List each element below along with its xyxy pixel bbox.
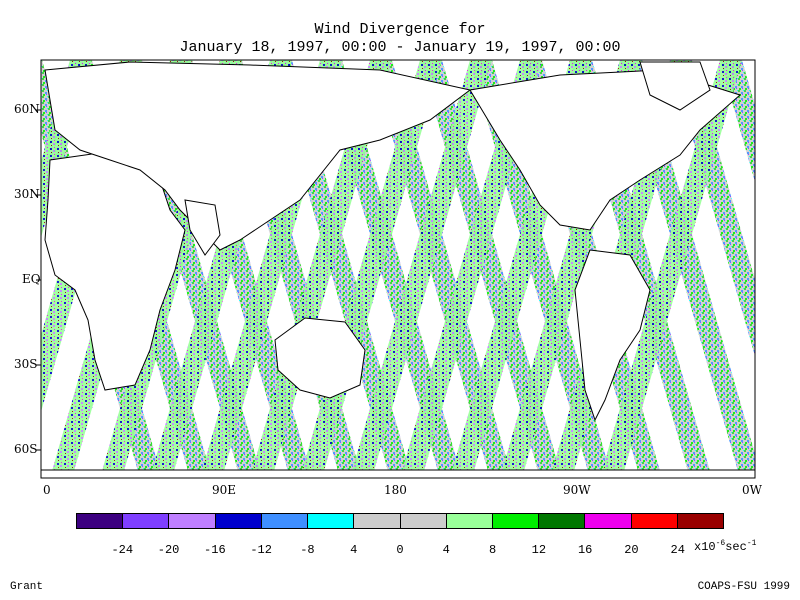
map-border xyxy=(40,59,756,479)
lon-label-90e: 90E xyxy=(212,483,237,497)
color-swatch xyxy=(354,514,401,528)
swath-band xyxy=(41,60,42,64)
color-scale-tick-label: -24 xyxy=(111,543,134,557)
color-swatch xyxy=(492,514,540,528)
color-scale-tick-label: -12 xyxy=(250,543,272,557)
color-swatch xyxy=(400,514,447,528)
color-swatch xyxy=(261,514,309,528)
color-swatch xyxy=(169,514,216,528)
swath-band xyxy=(600,60,742,478)
color-swatch xyxy=(585,514,632,528)
color-swatch xyxy=(77,514,124,528)
lon-label-0w: 0W xyxy=(742,483,762,497)
color-swatch xyxy=(215,514,262,528)
color-swatch xyxy=(446,514,493,528)
color-scale-tick-label: 24 xyxy=(670,543,685,557)
lon-label-0: 0 xyxy=(43,483,51,497)
lon-label-90w: 90W xyxy=(563,483,591,497)
map-title: Wind Divergence for xyxy=(314,21,486,38)
color-scale-tick-label: -8 xyxy=(300,543,315,557)
color-scale-tick-label: 0 xyxy=(396,543,404,557)
color-swatch xyxy=(677,514,724,528)
swath-band xyxy=(350,60,492,478)
color-swatch xyxy=(308,514,355,528)
color-scale-tick-label: 12 xyxy=(531,543,547,557)
color-swatch xyxy=(123,514,170,528)
axis-ticks xyxy=(36,109,41,451)
color-swatch xyxy=(539,514,586,528)
color-scale-tick-label: 4 xyxy=(442,543,450,557)
map-date-range: January 18, 1997, 00:00 - January 19, 19… xyxy=(179,39,621,56)
coastlines xyxy=(40,61,756,479)
color-scale-tick-label: 16 xyxy=(577,543,593,557)
lat-label-eq: EQ xyxy=(22,272,41,286)
color-scale-bar xyxy=(76,513,724,529)
lat-label-30s: 30S xyxy=(14,357,38,371)
units-label: x10-6sec-1 xyxy=(694,539,757,554)
author-credit: Grant xyxy=(10,581,44,593)
color-scale-tick-label: 8 xyxy=(488,543,497,557)
swath-band xyxy=(400,60,542,478)
color-scale-tick-label: 4 xyxy=(350,543,358,557)
color-scale-tick-label: -20 xyxy=(157,543,180,557)
color-swatch xyxy=(631,514,678,528)
lat-label-30n: 30N xyxy=(14,187,40,201)
lat-label-60n: 60N xyxy=(14,102,40,116)
organization-credit: COAPS-FSU 1999 xyxy=(697,581,790,593)
lon-label-180: 180 xyxy=(384,483,407,497)
color-scale-tick-label: 20 xyxy=(624,543,639,557)
color-scale-tick-label: -16 xyxy=(204,543,226,557)
lat-label-60s: 60S xyxy=(14,442,38,456)
